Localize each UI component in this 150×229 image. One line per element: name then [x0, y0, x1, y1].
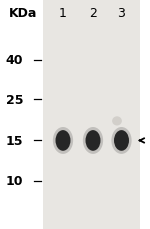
Ellipse shape [53, 127, 73, 154]
Ellipse shape [83, 127, 103, 154]
Ellipse shape [114, 131, 129, 151]
Ellipse shape [112, 117, 122, 126]
Bar [43, 0, 140, 229]
Text: 15: 15 [6, 134, 23, 147]
Text: 2: 2 [89, 7, 97, 20]
Ellipse shape [85, 131, 100, 151]
Text: 3: 3 [118, 7, 125, 20]
Text: 1: 1 [59, 7, 67, 20]
Text: 25: 25 [6, 93, 23, 106]
Text: KDa: KDa [9, 7, 38, 20]
Text: 10: 10 [6, 174, 23, 187]
Ellipse shape [111, 127, 132, 154]
Ellipse shape [56, 131, 70, 151]
Text: 40: 40 [6, 54, 23, 67]
